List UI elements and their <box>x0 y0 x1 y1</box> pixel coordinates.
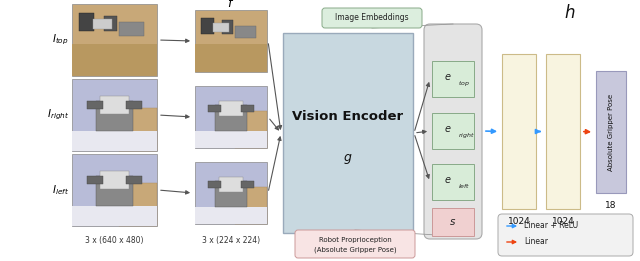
Text: $e$: $e$ <box>444 124 452 134</box>
FancyBboxPatch shape <box>424 24 482 239</box>
Bar <box>201 18 214 34</box>
Text: g: g <box>344 151 352 163</box>
Bar <box>127 176 141 184</box>
Bar <box>546 54 580 209</box>
Text: 1024: 1024 <box>552 217 574 226</box>
Bar <box>195 162 267 224</box>
Bar <box>283 33 413 233</box>
Text: 3 x (640 x 480): 3 x (640 x 480) <box>85 236 144 246</box>
Text: 3 x (224 x 224): 3 x (224 x 224) <box>202 236 260 246</box>
Bar <box>241 105 254 112</box>
Bar <box>96 176 133 206</box>
FancyBboxPatch shape <box>322 8 422 28</box>
Bar <box>195 207 267 224</box>
Text: (Absolute Gripper Pose): (Absolute Gripper Pose) <box>314 247 396 253</box>
Text: $h$: $h$ <box>564 4 576 22</box>
Text: $\mathit{left}$: $\mathit{left}$ <box>458 182 470 190</box>
Bar <box>119 22 144 36</box>
Bar <box>241 181 254 188</box>
Bar <box>72 44 157 76</box>
Text: $I_{\mathit{top}}$: $I_{\mathit{top}}$ <box>52 33 69 47</box>
Bar <box>215 105 247 131</box>
Bar <box>195 131 267 148</box>
Bar <box>119 183 157 226</box>
Bar <box>195 10 267 72</box>
Text: $I_{\mathit{right}}$: $I_{\mathit{right}}$ <box>47 108 69 122</box>
Text: $s$: $s$ <box>449 217 456 227</box>
Bar <box>79 13 94 31</box>
Bar <box>222 20 233 34</box>
Bar <box>235 26 256 38</box>
Bar <box>72 206 157 226</box>
FancyBboxPatch shape <box>498 214 633 256</box>
Bar <box>219 101 243 116</box>
Bar <box>432 208 474 236</box>
Text: $e$: $e$ <box>444 72 452 82</box>
Text: Linear + ReLU: Linear + ReLU <box>524 222 578 230</box>
Bar <box>208 181 221 188</box>
FancyBboxPatch shape <box>295 230 415 258</box>
Text: Image Embeddings: Image Embeddings <box>335 14 409 22</box>
Bar <box>596 71 626 193</box>
Bar <box>72 79 157 151</box>
Bar <box>235 111 267 148</box>
Bar <box>219 177 243 192</box>
Bar <box>208 105 221 112</box>
Text: 1024: 1024 <box>508 217 531 226</box>
Text: $e$: $e$ <box>444 175 452 185</box>
Bar <box>104 15 117 31</box>
Bar <box>100 171 129 188</box>
Bar <box>100 96 129 114</box>
Bar <box>87 100 102 109</box>
Text: Absolute Gripper Pose: Absolute Gripper Pose <box>608 93 614 170</box>
Text: Linear: Linear <box>524 238 548 246</box>
Bar <box>96 100 133 131</box>
Text: $\mathit{top}$: $\mathit{top}$ <box>458 79 470 87</box>
Bar <box>432 113 474 149</box>
Bar <box>432 164 474 200</box>
Bar <box>213 23 229 32</box>
Bar <box>72 4 157 76</box>
Text: Vision Encoder: Vision Encoder <box>292 110 404 123</box>
Bar <box>127 100 141 109</box>
Bar <box>235 187 267 224</box>
Bar <box>87 176 102 184</box>
Text: $I_{\mathit{left}}$: $I_{\mathit{left}}$ <box>52 183 69 197</box>
Bar <box>195 44 267 72</box>
Text: 18: 18 <box>605 201 617 210</box>
Bar <box>93 19 112 29</box>
Text: $\mathit{right}$: $\mathit{right}$ <box>458 130 475 139</box>
Bar <box>432 61 474 97</box>
Text: Robot Proprioception: Robot Proprioception <box>319 237 392 243</box>
Bar <box>502 54 536 209</box>
Bar <box>215 181 247 207</box>
Bar <box>119 108 157 151</box>
Bar <box>72 154 157 226</box>
Bar <box>72 131 157 151</box>
Text: $f$: $f$ <box>227 0 235 10</box>
Bar <box>195 86 267 148</box>
